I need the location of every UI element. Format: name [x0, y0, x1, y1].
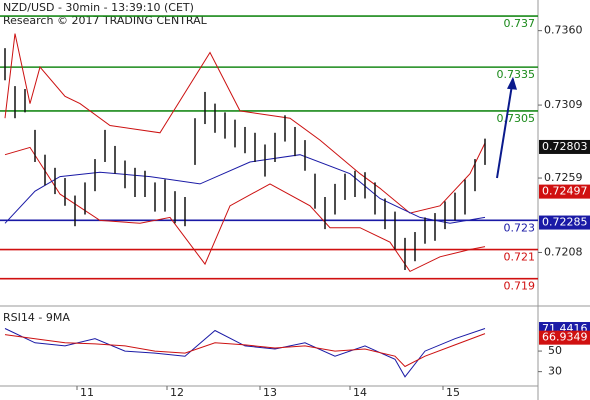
indicator-line	[4, 154, 486, 224]
y-tick-label: 0.7259	[544, 171, 583, 184]
price-box-label: 0.72497	[542, 185, 588, 198]
price-box	[539, 215, 590, 230]
x-tick-label: 11	[80, 386, 94, 399]
y-tick-label: 0.7208	[544, 245, 583, 258]
y-tick-label: 0.7309	[544, 98, 583, 111]
rsi-tick-label: 50	[548, 344, 562, 357]
indicator-line	[4, 146, 486, 273]
level-label: 0.721	[504, 251, 536, 264]
level-label: 0.7305	[497, 112, 536, 125]
rsi-tick-label: 30	[548, 365, 562, 378]
x-tick-label: 15	[446, 386, 460, 399]
level-label: 0.719	[504, 280, 536, 293]
price-box-label: 0.72803	[542, 140, 588, 153]
price-box	[539, 184, 590, 199]
rsi-line	[4, 333, 486, 368]
x-tick-label: 12	[170, 386, 184, 399]
indicator-line	[4, 33, 486, 214]
price-box-label: 0.72285	[542, 216, 588, 229]
level-label: 0.7335	[497, 68, 536, 81]
level-label: 0.723	[504, 221, 536, 234]
rsi-box	[539, 330, 590, 345]
chart-title: NZD/USD - 30min - 13:39:10 (CET)	[3, 1, 194, 14]
rsi-box-label: 66.9349	[542, 331, 588, 344]
x-tick-label: 13	[263, 386, 277, 399]
chart-subtitle: Research © 2017 TRADING CENTRAL	[3, 14, 208, 27]
forecast-arrowhead	[507, 76, 517, 90]
price-box	[539, 139, 590, 154]
level-label: 0.737	[504, 17, 536, 30]
rsi-line	[4, 328, 486, 378]
y-tick-label: 0.7360	[544, 24, 583, 37]
x-tick-label: 14	[353, 386, 367, 399]
forecast-line	[496, 78, 514, 179]
rsi-title: RSI14 - 9MA	[3, 311, 70, 324]
